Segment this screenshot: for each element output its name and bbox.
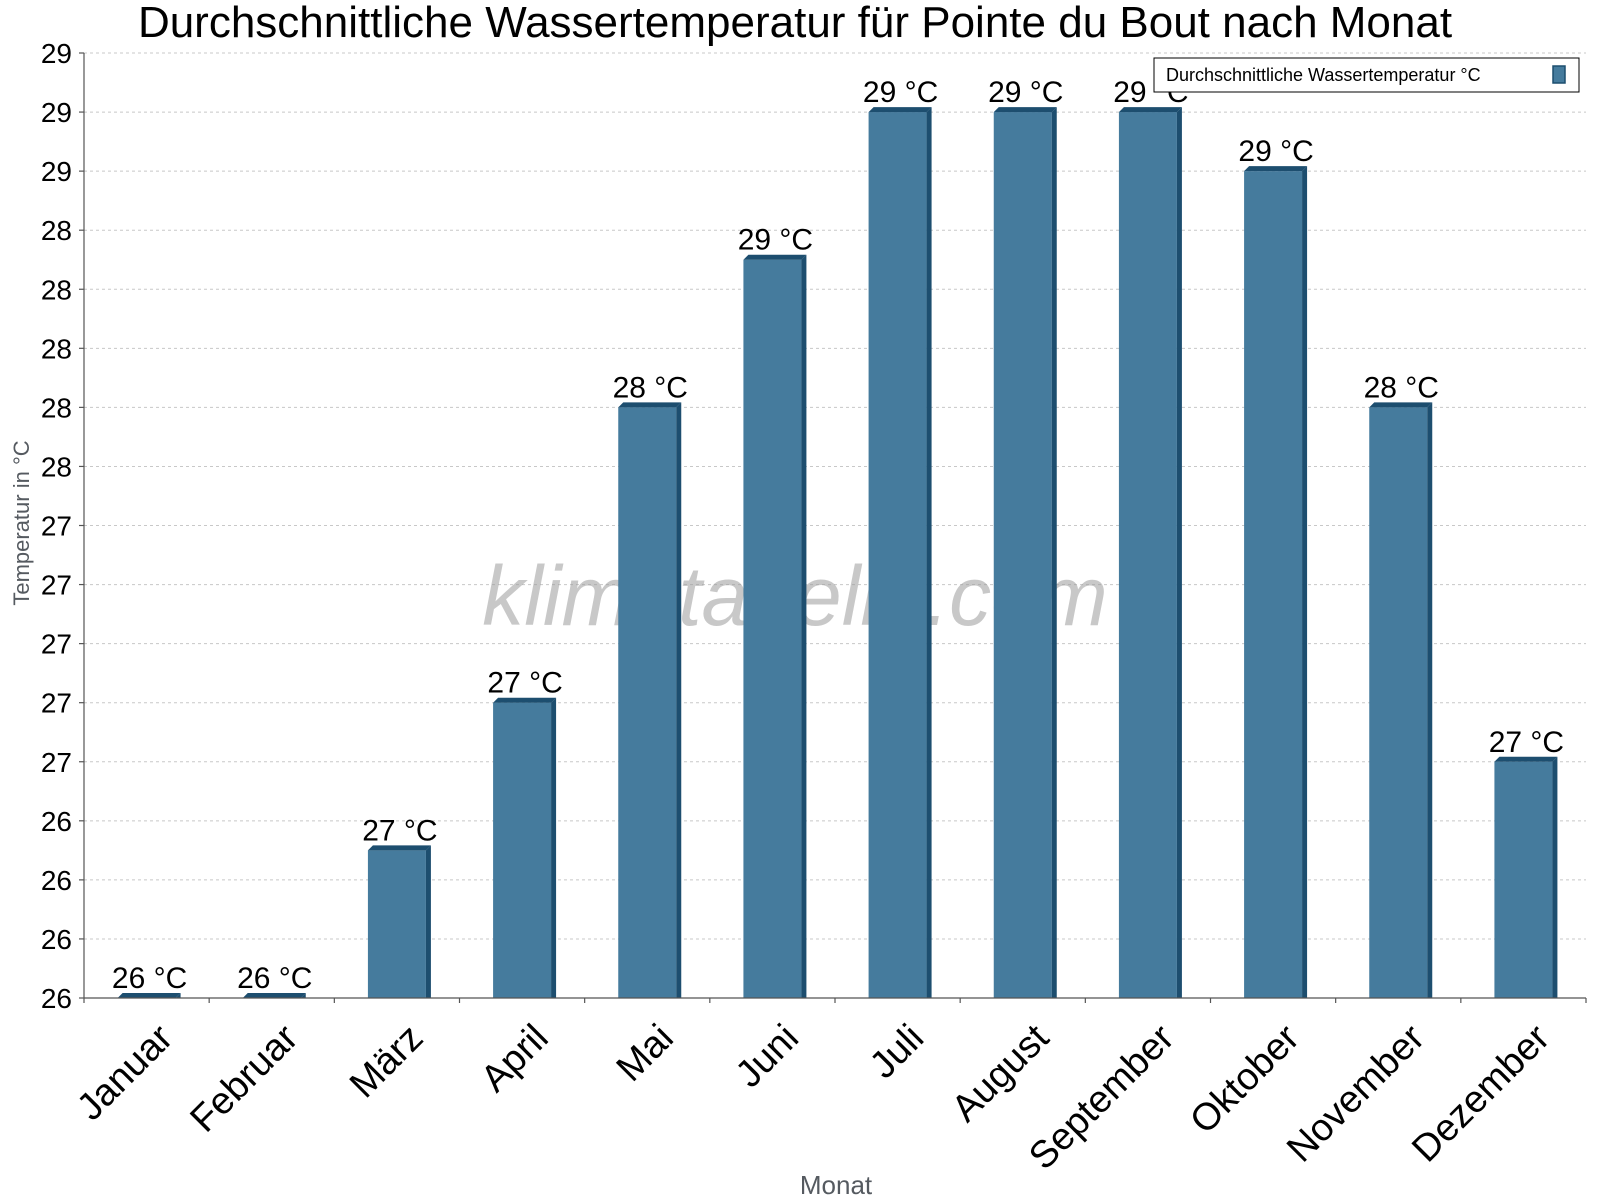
data-label: 27 °C — [487, 667, 562, 700]
bar-top — [242, 993, 306, 998]
data-label: 27 °C — [362, 814, 437, 847]
bar — [1118, 107, 1182, 998]
bar-top — [618, 402, 682, 408]
bar-side — [175, 993, 181, 998]
y-tick-label: 26 — [41, 924, 72, 955]
y-tick-labels: 26 26 26 26 27 27 27 27 27 28 28 28 28 28 29 29 29 — [41, 38, 72, 1014]
bar — [993, 107, 1057, 998]
data-label: 29 °C — [738, 224, 813, 257]
y-tick-label: 29 — [41, 156, 72, 187]
data-label: 26 °C — [112, 962, 187, 995]
bar-top — [1369, 402, 1433, 408]
x-tick-labels: Januar Februar März April Mai Juni Juli AugustS… — [69, 1017, 1558, 1178]
y-tick-label: 27 — [41, 570, 72, 601]
x-axis-label: Monat — [800, 1170, 873, 1200]
legend-swatch — [1552, 65, 1566, 84]
bar-top — [1118, 107, 1182, 113]
y-tick-label: 28 — [41, 451, 72, 482]
y-tick-label: 26 — [41, 806, 72, 837]
grid-lines — [84, 52, 1586, 940]
bar-side — [801, 254, 807, 998]
bar-side — [926, 107, 932, 998]
bar-side — [425, 845, 431, 998]
y-tick-label: 27 — [41, 747, 72, 778]
y-tick-label: 27 — [41, 688, 72, 719]
bar-side — [1051, 107, 1057, 998]
x-tick-label: Februar — [182, 1017, 306, 1141]
bar-front — [993, 112, 1052, 998]
y-tick-label: 29 — [41, 38, 72, 69]
legend-label: Durchschnittliche Wassertemperatur °C — [1166, 65, 1481, 85]
bar-front — [868, 112, 927, 998]
data-labels: 26 °C 26 °C 27 °C 27 °C 28 °C 29 °C 29 °C 29 °C… — [112, 76, 1564, 995]
y-tick-label: 28 — [41, 274, 72, 305]
x-tick-label: Januar — [69, 1017, 181, 1129]
x-tick-label: Mai — [609, 1017, 682, 1090]
bar-front — [1118, 112, 1177, 998]
bar — [618, 402, 682, 998]
bar-front — [493, 702, 552, 998]
bar-top — [117, 993, 181, 998]
y-tick-label: 27 — [41, 511, 72, 542]
bar-front — [1369, 407, 1428, 998]
bar-top — [1494, 756, 1558, 762]
legend: Durchschnittliche Wassertemperatur °C — [1153, 57, 1580, 93]
bar-top — [493, 697, 557, 703]
data-label: 29 °C — [1238, 135, 1313, 168]
y-tick-label: 27 — [41, 629, 72, 660]
bar-side — [1552, 756, 1558, 998]
bar-front — [1494, 761, 1553, 998]
x-tick-label: Oktober — [1182, 1017, 1308, 1143]
y-tick-label: 26 — [41, 983, 72, 1014]
x-tick-label: April — [473, 1017, 556, 1100]
bar — [1244, 166, 1308, 998]
bar — [1494, 756, 1558, 998]
bar-side — [551, 697, 557, 998]
y-tick-label: 28 — [41, 333, 72, 364]
bar — [493, 697, 557, 998]
y-tick-label: 26 — [41, 865, 72, 896]
bar-side — [1302, 166, 1308, 998]
bar-side — [1427, 402, 1433, 998]
bar-front — [618, 407, 677, 998]
data-label: 28 °C — [1364, 371, 1439, 404]
y-tick-label: 29 — [41, 97, 72, 128]
bar-front — [1244, 171, 1303, 998]
bar-top — [1244, 166, 1308, 172]
chart-title: Durchschnittliche Wassertemperatur für P… — [138, 0, 1452, 47]
y-tick-label: 28 — [41, 215, 72, 246]
bars — [117, 107, 1558, 998]
data-label: 29 °C — [863, 76, 938, 109]
bar — [868, 107, 932, 998]
bar — [117, 993, 181, 998]
legend-box — [1153, 57, 1580, 93]
data-label: 29 °C — [988, 76, 1063, 109]
bar-front — [367, 850, 426, 998]
x-tick-label: Juni — [728, 1017, 807, 1096]
x-tick-label: Juli — [862, 1017, 932, 1087]
bar — [367, 845, 431, 998]
data-label: 26 °C — [237, 962, 312, 995]
bar-top — [993, 107, 1057, 113]
bar-side — [300, 993, 306, 998]
x-tick-label: August — [944, 1017, 1058, 1131]
bar-side — [1176, 107, 1182, 998]
bar-top — [868, 107, 932, 113]
bar-front — [743, 259, 802, 998]
bar — [1369, 402, 1433, 998]
data-label: 27 °C — [1489, 726, 1564, 759]
bar — [743, 254, 807, 998]
y-axis-label: Temperatur in °C — [9, 440, 34, 605]
bar-top — [743, 254, 807, 260]
bar-side — [676, 402, 682, 998]
x-tick-label: März — [342, 1017, 431, 1106]
data-label: 28 °C — [613, 371, 688, 404]
bar-top — [367, 845, 431, 851]
axes — [79, 52, 1587, 1003]
bar — [242, 993, 306, 998]
y-tick-label: 28 — [41, 392, 72, 423]
x-tick-label: Dezember — [1404, 1017, 1558, 1171]
